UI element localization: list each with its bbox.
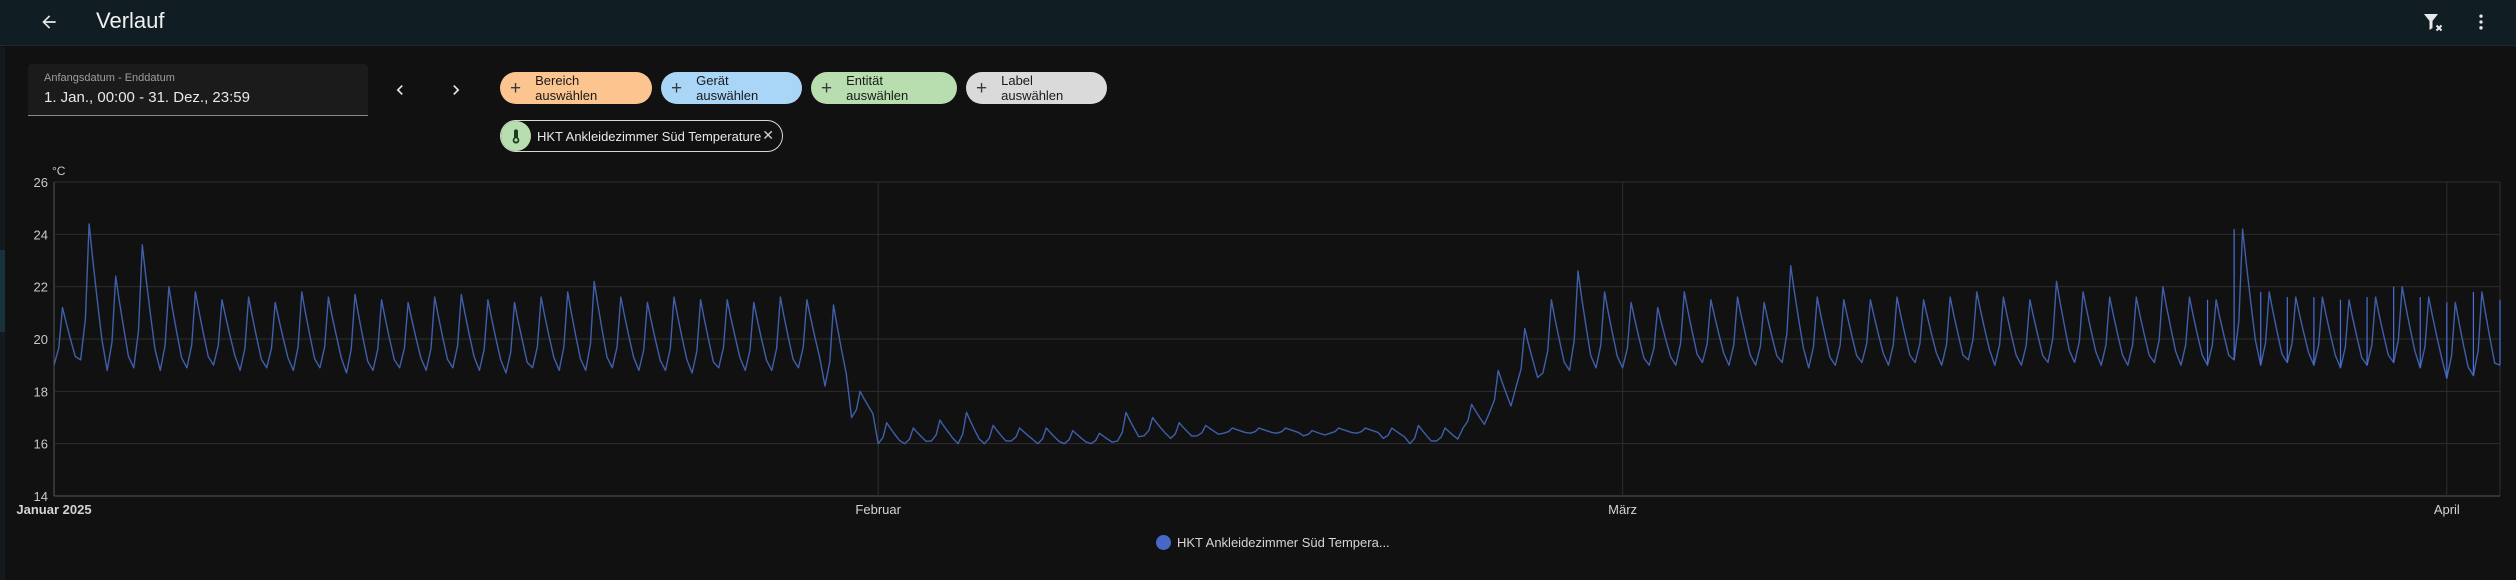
chevron-left-icon: [396, 85, 403, 95]
series-group: [53, 223, 2501, 445]
previous-period-button[interactable]: [384, 74, 416, 106]
history-line-chart: 14 16 18 20 22 24 26 Januar 2025 Februar März Apr…: [16, 164, 2501, 517]
sidebar-edge: [0, 47, 5, 580]
date-range-label: Anfangsdatum - Enddatum: [44, 72, 175, 84]
next-period-button[interactable]: [440, 74, 472, 106]
top-app-bar: Verlauf: [0, 0, 2516, 46]
chart-grid: [53, 181, 2501, 497]
y-tick-label: 24: [34, 227, 48, 242]
plus-icon: +: [671, 77, 683, 99]
legend-color-dot: [1156, 534, 1171, 550]
x-tick-label: Januar 2025: [16, 502, 91, 517]
thermometer-icon: [501, 121, 531, 151]
chevron-right-icon: [453, 85, 460, 95]
y-tick-label: 18: [34, 384, 48, 399]
clear-filters-button[interactable]: [2418, 7, 2448, 37]
filter-remove-icon: [2424, 14, 2443, 32]
select-area-chip[interactable]: + Bereich auswählen: [500, 72, 652, 104]
dots-vertical-icon: [2479, 14, 2483, 30]
chip-label: Entität auswählen: [846, 73, 909, 103]
y-tick-label: 20: [34, 332, 48, 347]
y-axis-unit: °C: [52, 164, 66, 178]
plus-icon: +: [821, 77, 833, 99]
sidebar-edge-highlight: [0, 250, 5, 332]
date-range-picker[interactable]: Anfangsdatum - Enddatum 1. Jan., 00:00 -…: [28, 64, 368, 116]
back-button[interactable]: [34, 7, 64, 37]
y-tick-label: 16: [34, 437, 48, 452]
close-icon[interactable]: ✕: [762, 127, 774, 143]
legend-label: HKT Ankleidezimmer Süd Tempera...: [1177, 534, 1390, 550]
select-entity-chip[interactable]: + Entität auswählen: [811, 72, 957, 104]
y-axis: 14 16 18 20 22 24 26: [34, 175, 48, 504]
x-tick-label: März: [1608, 502, 1637, 517]
x-tick-label: April: [2434, 502, 2460, 517]
page-title: Verlauf: [96, 8, 165, 33]
date-range-value: 1. Jan., 00:00 - 31. Dez., 23:59: [44, 89, 250, 106]
select-device-chip[interactable]: + Gerät auswählen: [661, 72, 802, 104]
chip-label: Gerät auswählen: [696, 73, 759, 103]
y-tick-label: 14: [34, 489, 48, 504]
series-line: [53, 223, 2501, 445]
plus-icon: +: [510, 77, 522, 99]
selected-entity-label: HKT Ankleidezimmer Süd Temperature: [537, 128, 762, 144]
chip-label: Label auswählen: [1001, 73, 1064, 103]
y-tick-label: 22: [34, 280, 48, 295]
y-tick-label: 26: [34, 175, 48, 190]
x-axis: Januar 2025 Februar März April: [16, 502, 2460, 517]
selected-entity-chip[interactable]: HKT Ankleidezimmer Süd Temperature ✕: [500, 120, 783, 152]
chart-legend-item[interactable]: HKT Ankleidezimmer Süd Tempera...: [1156, 532, 1390, 552]
more-options-button[interactable]: [2466, 7, 2496, 37]
arrow-left-icon: [42, 15, 56, 29]
chip-label: Bereich auswählen: [535, 73, 598, 103]
x-tick-label: Februar: [855, 502, 901, 517]
select-label-chip[interactable]: + Label auswählen: [966, 72, 1107, 104]
plus-icon: +: [976, 77, 988, 99]
